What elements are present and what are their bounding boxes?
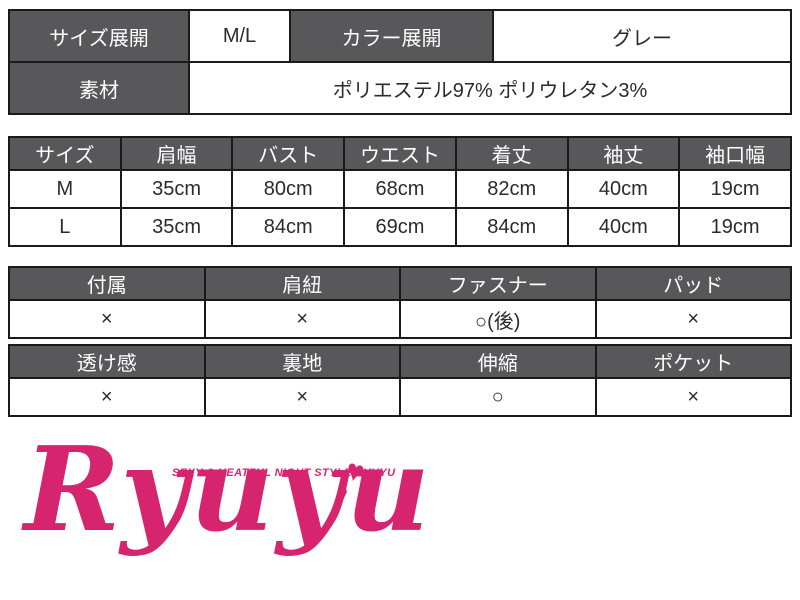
col-header-waist: ウエスト <box>343 136 457 171</box>
feature-pocket-label: ポケット <box>594 344 792 379</box>
size-l-bust: 84cm <box>231 207 346 247</box>
feature-stretch-label: 伸縮 <box>399 344 597 379</box>
feature-strap-value: × <box>203 299 401 339</box>
product-info-table: サイズ展開 M/L カラー展開 グレー 素材 ポリエステル97% ポリウレタン3… <box>8 9 792 115</box>
features-table-1: 付属 肩紐 ファスナー パッド × × ○(後) × <box>8 266 792 339</box>
table-row-size-m: M 35cm 80cm 68cm 82cm 40cm 19cm <box>8 169 792 209</box>
feature-lining-value: × <box>203 377 401 417</box>
size-l-waist: 69cm <box>343 207 457 247</box>
size-m-waist: 68cm <box>343 169 457 209</box>
table-row: 素材 ポリエステル97% ポリウレタン3% <box>8 61 792 115</box>
size-m-cuff: 19cm <box>678 169 792 209</box>
feature-zipper-label: ファスナー <box>399 266 597 301</box>
feature-pocket-value: × <box>594 377 792 417</box>
feature-accessory-value: × <box>8 299 206 339</box>
brand-tagline: SEXY & HEATFUL NIGHT STYLE RYUYU <box>172 467 396 479</box>
col-header-length: 着丈 <box>454 136 569 171</box>
material-value: ポリエステル97% ポリウレタン3% <box>188 61 792 115</box>
brand-logo: Ryuyu SEXY & HEATFUL NIGHT STYLE RYUYU ♥… <box>8 422 792 599</box>
col-header-bust: バスト <box>231 136 346 171</box>
size-l-cuff: 19cm <box>678 207 792 247</box>
size-l-label: L <box>8 207 122 247</box>
table-row: × × ○(後) × <box>8 299 792 339</box>
col-header-size: サイズ <box>8 136 122 171</box>
size-m-label: M <box>8 169 122 209</box>
col-header-cuff: 袖口幅 <box>678 136 792 171</box>
size-m-bust: 80cm <box>231 169 346 209</box>
color-range-label: カラー展開 <box>289 9 494 63</box>
feature-sheer-value: × <box>8 377 206 417</box>
feature-lining-label: 裏地 <box>203 344 401 379</box>
table-row: サイズ展開 M/L カラー展開 グレー <box>8 9 792 63</box>
table-row-size-l: L 35cm 84cm 69cm 84cm 40cm 19cm <box>8 207 792 247</box>
size-m-length: 82cm <box>454 169 569 209</box>
feature-sheer-label: 透け感 <box>8 344 206 379</box>
size-m-shoulder: 35cm <box>119 169 234 209</box>
size-range-label: サイズ展開 <box>8 9 190 63</box>
feature-stretch-value: ○ <box>399 377 597 417</box>
brand-logo-wordmark: Ryuyu <box>24 422 432 558</box>
size-m-sleeve: 40cm <box>566 169 681 209</box>
size-l-sleeve: 40cm <box>566 207 681 247</box>
feature-pad-value: × <box>594 299 792 339</box>
color-range-value: グレー <box>492 9 792 63</box>
feature-pad-label: パッド <box>594 266 792 301</box>
table-header-row: 透け感 裏地 伸縮 ポケット <box>8 344 792 379</box>
size-l-length: 84cm <box>454 207 569 247</box>
material-label: 素材 <box>8 61 190 115</box>
size-range-value: M/L <box>188 9 291 63</box>
feature-accessory-label: 付属 <box>8 266 206 301</box>
feature-strap-label: 肩紐 <box>203 266 401 301</box>
feature-zipper-value: ○(後) <box>399 299 597 339</box>
col-header-sleeve: 袖丈 <box>566 136 681 171</box>
size-l-shoulder: 35cm <box>119 207 234 247</box>
table-header-row: 付属 肩紐 ファスナー パッド <box>8 266 792 301</box>
col-header-shoulder: 肩幅 <box>119 136 234 171</box>
table-header-row: サイズ 肩幅 バスト ウエスト 着丈 袖丈 袖口幅 <box>8 136 792 171</box>
measurements-table: サイズ 肩幅 バスト ウエスト 着丈 袖丈 袖口幅 M 35cm 80cm 68… <box>8 136 792 247</box>
table-row: × × ○ × <box>8 377 792 417</box>
features-table-2: 透け感 裏地 伸縮 ポケット × × ○ × <box>8 344 792 417</box>
